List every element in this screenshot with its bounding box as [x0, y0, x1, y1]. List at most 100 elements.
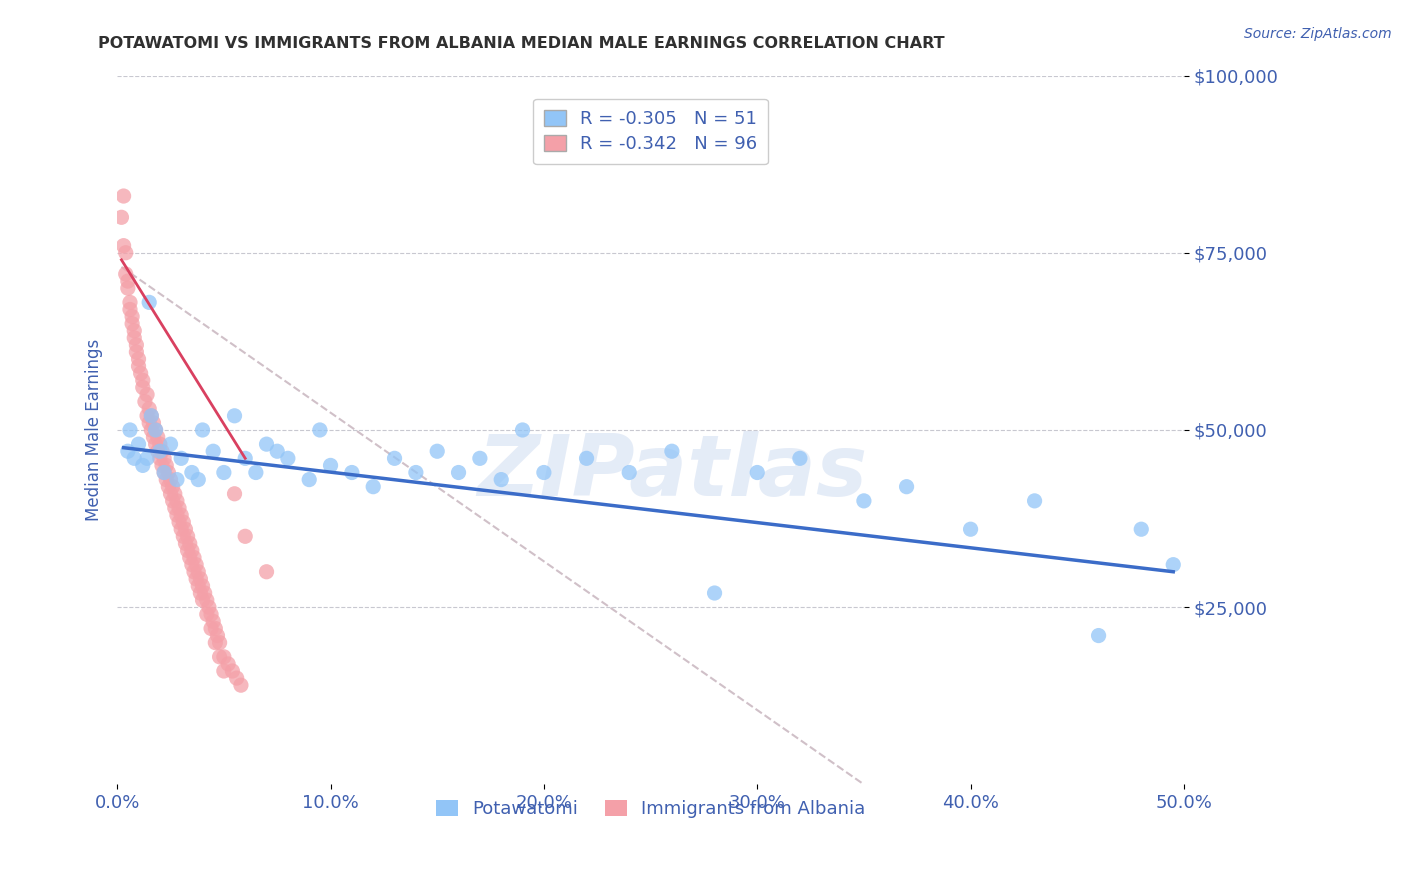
Point	[166, 494, 188, 508]
Point	[118, 295, 141, 310]
Point	[184, 558, 207, 572]
Point	[125, 345, 148, 359]
Point	[132, 380, 155, 394]
Point	[118, 302, 141, 317]
Point	[190, 572, 212, 586]
Point	[128, 359, 150, 374]
Point	[1161, 558, 1184, 572]
Point	[134, 394, 156, 409]
Point	[575, 451, 598, 466]
Point	[180, 466, 202, 480]
Point	[187, 473, 209, 487]
Point	[233, 529, 256, 543]
Text: Source: ZipAtlas.com: Source: ZipAtlas.com	[1244, 27, 1392, 41]
Point	[136, 409, 159, 423]
Point	[789, 451, 811, 466]
Point	[122, 331, 145, 345]
Point	[176, 543, 198, 558]
Point	[166, 473, 188, 487]
Point	[146, 444, 169, 458]
Legend: Potawatomi, Immigrants from Albania: Potawatomi, Immigrants from Albania	[429, 792, 873, 825]
Point	[153, 466, 176, 480]
Point	[309, 423, 332, 437]
Point	[1087, 629, 1109, 643]
Point	[245, 466, 267, 480]
Point	[217, 657, 239, 671]
Point	[122, 324, 145, 338]
Point	[340, 466, 363, 480]
Point	[129, 366, 152, 380]
Point	[208, 649, 231, 664]
Point	[190, 586, 212, 600]
Point	[266, 444, 288, 458]
Point	[384, 451, 406, 466]
Point	[533, 466, 555, 480]
Point	[198, 600, 221, 615]
Point	[141, 409, 163, 423]
Point	[212, 466, 235, 480]
Point	[426, 444, 449, 458]
Point	[194, 586, 217, 600]
Point	[179, 550, 201, 565]
Point	[138, 401, 160, 416]
Point	[141, 409, 163, 423]
Point	[747, 466, 769, 480]
Point	[256, 565, 278, 579]
Point	[174, 522, 197, 536]
Point	[162, 480, 184, 494]
Point	[896, 480, 918, 494]
Point	[172, 515, 194, 529]
Point	[155, 473, 177, 487]
Point	[121, 317, 143, 331]
Point	[183, 550, 205, 565]
Point	[204, 635, 226, 649]
Point	[212, 649, 235, 664]
Point	[138, 416, 160, 430]
Point	[221, 664, 243, 678]
Point	[468, 451, 491, 466]
Point	[225, 671, 247, 685]
Point	[703, 586, 725, 600]
Point	[256, 437, 278, 451]
Point	[361, 480, 384, 494]
Point	[141, 423, 163, 437]
Point	[159, 437, 181, 451]
Point	[489, 473, 512, 487]
Point	[207, 629, 229, 643]
Point	[172, 529, 194, 543]
Point	[117, 444, 139, 458]
Text: POTAWATOMI VS IMMIGRANTS FROM ALBANIA MEDIAN MALE EARNINGS CORRELATION CHART: POTAWATOMI VS IMMIGRANTS FROM ALBANIA ME…	[98, 36, 945, 51]
Point	[128, 437, 150, 451]
Point	[661, 444, 683, 458]
Point	[163, 500, 186, 515]
Point	[183, 565, 205, 579]
Point	[167, 500, 190, 515]
Point	[138, 295, 160, 310]
Point	[145, 437, 167, 451]
Point	[162, 494, 184, 508]
Point	[170, 508, 193, 522]
Point	[191, 579, 214, 593]
Point	[145, 423, 167, 437]
Point	[163, 487, 186, 501]
Point	[200, 607, 222, 622]
Point	[619, 466, 641, 480]
Point	[128, 352, 150, 367]
Point	[145, 423, 167, 437]
Point	[114, 267, 136, 281]
Point	[149, 437, 172, 451]
Point	[191, 423, 214, 437]
Point	[195, 607, 218, 622]
Point	[200, 622, 222, 636]
Point	[319, 458, 342, 473]
Point	[405, 466, 427, 480]
Point	[180, 543, 202, 558]
Point	[150, 458, 173, 473]
Point	[150, 444, 173, 458]
Point	[114, 245, 136, 260]
Point	[149, 451, 172, 466]
Point	[202, 615, 225, 629]
Point	[224, 409, 246, 423]
Point	[298, 473, 321, 487]
Point	[195, 593, 218, 607]
